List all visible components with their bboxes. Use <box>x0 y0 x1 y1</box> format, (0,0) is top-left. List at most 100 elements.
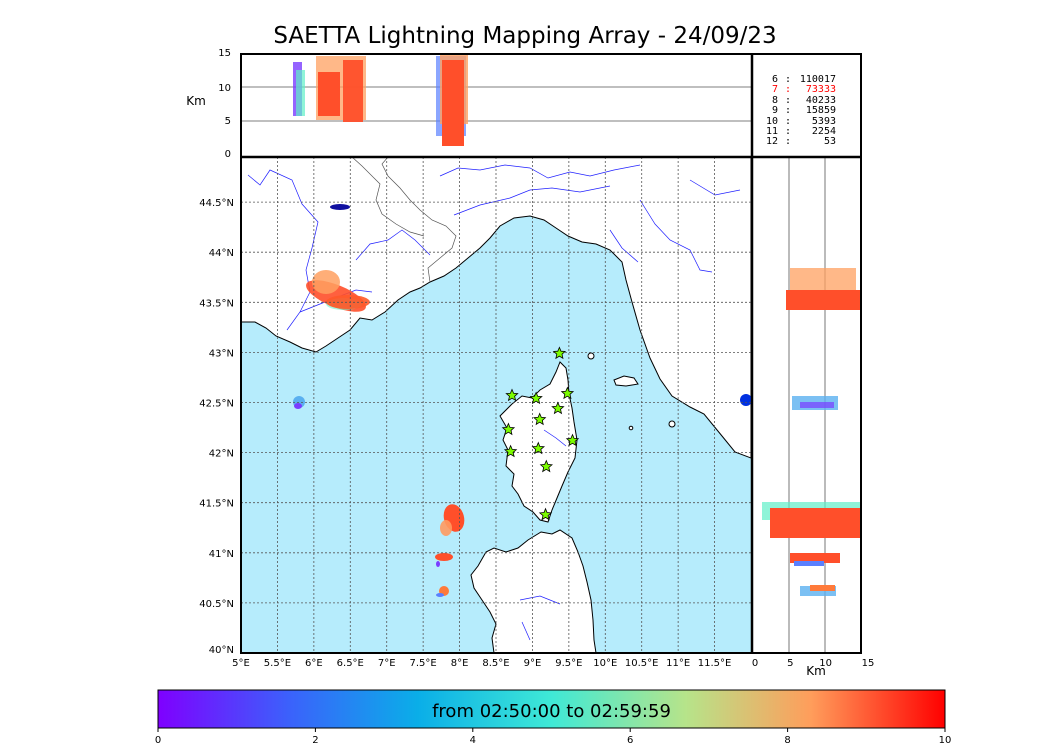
station-level: 7 <box>771 84 778 96</box>
side-cell-gulf-of-lion <box>792 396 838 410</box>
station-level: 12 <box>765 136 778 148</box>
source-count: 40233 <box>805 94 836 106</box>
station-count-row: 6:110017 <box>756 74 860 85</box>
figure-title: SAETTA Lightning Mapping Array - 24/09/2… <box>273 23 777 49</box>
colorbar-tick-label: 10 <box>939 735 952 746</box>
station-marker <box>531 441 546 455</box>
side-cell-bonifacio <box>762 502 861 538</box>
side-cell-provence <box>786 268 861 310</box>
lon-tick-label: 10.5°E <box>625 658 659 669</box>
side-cell-sardinia-north <box>790 553 840 566</box>
rivers <box>247 164 741 641</box>
side-cell-sardinia-northwest <box>800 585 836 596</box>
altitude-tick-top: 10 <box>218 83 231 94</box>
station-marker <box>501 422 516 436</box>
axis-ticks: 5°E 5.5°E 6°E 6.5°E 7°E 7.5°E 8°E 8.5°E 9°E 9.5°E… <box>155 48 952 746</box>
source-count: 73333 <box>805 84 836 96</box>
storm-cell-sardinia-northwest <box>436 586 449 597</box>
lma-stations <box>501 346 580 521</box>
top-cell-sardinia <box>436 54 468 146</box>
lake-geneva <box>330 204 350 210</box>
lat-tick-label: 42.5°N <box>199 398 234 409</box>
colorbar-tick-label: 4 <box>470 735 476 746</box>
separator: : <box>784 84 792 96</box>
station-marker <box>529 391 543 405</box>
lake-bolsena <box>740 394 751 406</box>
border-switzerland <box>351 157 425 237</box>
lat-tick-label: 41°N <box>209 549 234 560</box>
altitude-latitude-panel <box>762 157 861 653</box>
station-marker <box>503 444 518 458</box>
colorbar-label: from 02:50:00 to 02:59:59 <box>432 701 671 722</box>
source-count: 110017 <box>799 74 836 85</box>
separator: : <box>784 136 792 148</box>
lat-tick-label: 44°N <box>209 248 234 259</box>
station-marker <box>551 401 565 415</box>
lon-tick-label: 6.5°E <box>337 658 364 669</box>
altitude-axis-label-top: Km <box>186 94 206 108</box>
station-count-row: 12: 53 <box>756 136 860 148</box>
altitude-tick-top: 15 <box>218 48 231 59</box>
lat-tick-label: 44.5°N <box>199 198 234 209</box>
altitude-tick-top: 5 <box>225 116 231 127</box>
lon-tick-label: 9.5°E <box>555 658 582 669</box>
lat-tick-label: 40.5°N <box>199 599 234 610</box>
station-level: 9 <box>771 105 778 117</box>
storm-cell-provence <box>306 270 370 312</box>
border-france-italy <box>381 157 457 283</box>
altitude-axis-label-side: Km <box>806 664 826 678</box>
station-marker <box>533 412 547 426</box>
figure-frame <box>240 53 862 654</box>
lat-tick-label: 40°N <box>209 645 234 656</box>
colorbar-tick-label: 0 <box>155 735 161 746</box>
station-marker <box>505 388 519 402</box>
lon-tick-label: 8.5°E <box>482 658 509 669</box>
sardinia <box>470 529 597 653</box>
separator: : <box>784 105 792 117</box>
colorbar-tick-label: 8 <box>784 735 790 746</box>
source-count: 15859 <box>805 105 836 117</box>
separator: : <box>784 74 792 85</box>
colorbar-tick-label: 2 <box>312 735 318 746</box>
source-count: 5393 <box>811 115 836 127</box>
separator: : <box>784 115 792 127</box>
station-count-row: 10: 5393 <box>756 115 860 127</box>
station-level: 6 <box>771 74 778 85</box>
station-count-row: 7: 73333 <box>756 84 860 96</box>
montecristo-island <box>628 425 634 431</box>
station-count-row: 9: 15859 <box>756 105 860 117</box>
storm-cell-sardinia-north <box>435 553 453 567</box>
lon-tick-label: 9°E <box>524 658 542 669</box>
altitude-tick-side: 10 <box>819 658 832 669</box>
elba-island <box>613 375 639 387</box>
station-marker <box>552 346 567 360</box>
station-count-table: 6:110017 7:73333 8:40233 9:15859 10:5393 11:2… <box>756 74 860 148</box>
station-marker <box>560 386 575 400</box>
map-gridlines <box>241 157 751 653</box>
mainland-france-italy <box>241 157 751 459</box>
top-cell-provence <box>316 56 366 122</box>
lon-tick-label: 5.5°E <box>264 658 291 669</box>
lat-tick-label: 43.5°N <box>199 298 234 309</box>
station-level: 11 <box>765 126 778 138</box>
source-count: 2254 <box>811 126 836 138</box>
colorbar <box>157 689 946 729</box>
storm-cell-bonifacio <box>440 504 465 536</box>
top-cell-gulf-of-lion <box>293 62 305 116</box>
separator: : <box>784 126 792 138</box>
colorbar-tick-label: 6 <box>627 735 633 746</box>
capraia-island <box>587 352 595 360</box>
storm-cell-gulf-of-lion <box>293 396 305 409</box>
lon-tick-label: 10°E <box>593 658 617 669</box>
separator: : <box>784 94 792 106</box>
station-marker <box>565 433 580 447</box>
lon-tick-label: 6°E <box>305 658 323 669</box>
source-count: 53 <box>823 136 836 148</box>
lon-tick-label: 11°E <box>666 658 690 669</box>
altitude-tick-side: 15 <box>862 658 875 669</box>
lon-tick-label: 8°E <box>451 658 469 669</box>
lat-tick-label: 41.5°N <box>199 499 234 510</box>
lon-tick-label: 7°E <box>378 658 396 669</box>
lon-tick-label: 5°E <box>232 658 250 669</box>
